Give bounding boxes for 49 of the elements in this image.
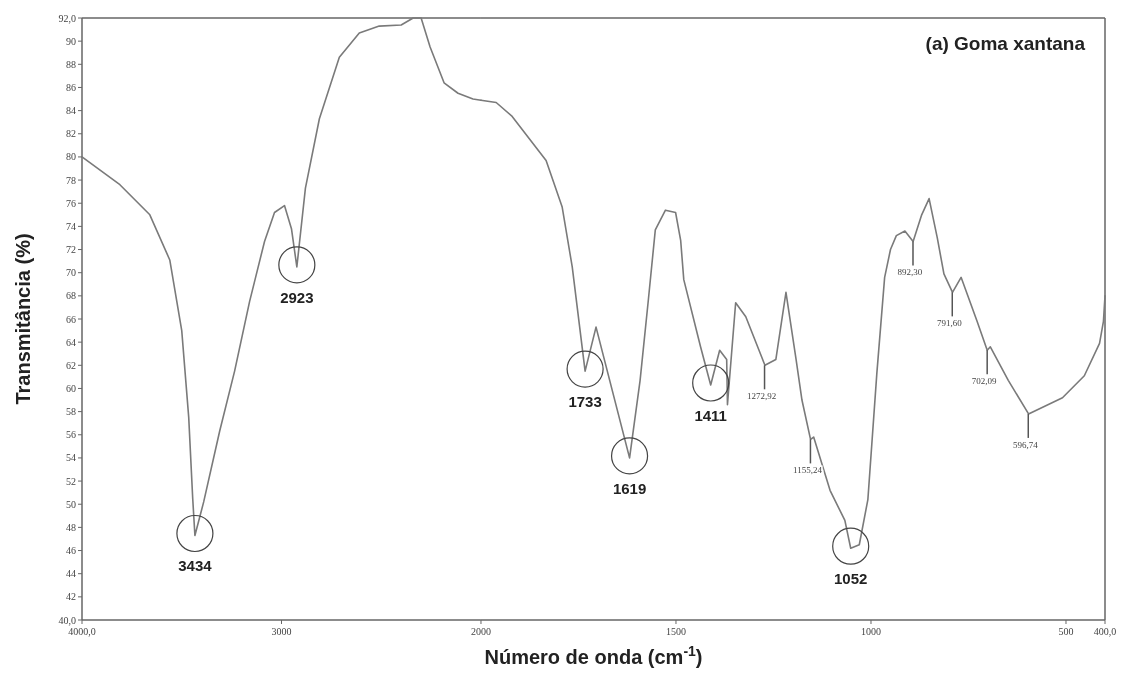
- annotation: 1155,24: [792, 465, 823, 476]
- y-axis-title: Transmitância (%): [12, 233, 34, 405]
- y-tick-label: 60: [66, 382, 76, 394]
- y-tick-label: 46: [66, 545, 76, 557]
- y-tick-label: 84: [66, 105, 76, 117]
- y-tick-label: 56: [66, 429, 76, 441]
- y-tick-label: 80: [66, 151, 76, 163]
- y-tick-label: 66: [66, 313, 76, 325]
- y-tick-label: 58: [66, 406, 76, 418]
- y-tick-label: 78: [66, 174, 76, 186]
- y-tick-label: 70: [66, 267, 76, 279]
- x-tick-label: 1500: [665, 626, 686, 637]
- annotation: 1272,92: [746, 391, 777, 402]
- y-tick-label: 68: [66, 290, 76, 302]
- y-tick-label: 50: [66, 498, 76, 510]
- y-tick-label: 54: [66, 452, 76, 464]
- x-tick-label: 500: [1058, 626, 1074, 637]
- x-tick-label: 4000,0: [68, 626, 96, 637]
- annotation: 1733: [568, 393, 602, 411]
- annotation: 1052: [834, 570, 868, 588]
- y-tick-label: 62: [66, 359, 76, 371]
- annotation: 791,60: [936, 318, 963, 329]
- text: (a) Goma xantana: [925, 33, 1086, 54]
- annotation: 1411: [694, 406, 727, 424]
- x-tick-label: 1000: [860, 626, 881, 637]
- y-tick-label: 42: [66, 591, 76, 603]
- x-tick-label: 400,0: [1093, 626, 1117, 637]
- y-tick-label: 48: [66, 521, 76, 533]
- y-tick-label: 40,0: [58, 614, 76, 626]
- y-tick-label: 44: [66, 568, 76, 580]
- x-tick-label: 3000: [271, 626, 292, 637]
- x-axis-title: Número de onda (cm$^{-1}$): [484, 643, 703, 668]
- y-tick-label: 74: [66, 220, 76, 232]
- y-tick-label: 88: [66, 58, 76, 70]
- y-tick-label: 82: [66, 128, 76, 140]
- annotation: 1619: [612, 479, 647, 497]
- annotation: 892,30: [897, 267, 923, 278]
- y-tick-label: 86: [66, 81, 76, 93]
- y-tick-label: 72: [66, 244, 76, 256]
- y-tick-label: 64: [66, 336, 76, 348]
- y-tick-label: 52: [66, 475, 76, 487]
- annotation: 596,74: [1012, 439, 1039, 450]
- x-tick-label: 2000: [470, 626, 491, 637]
- y-tick-label: 76: [66, 197, 76, 209]
- y-tick-label: 90: [66, 35, 76, 47]
- annotation: 702,09: [971, 376, 998, 387]
- y-tick-label: 92,0: [58, 12, 76, 24]
- annotation: 2923: [280, 288, 314, 306]
- annotation: 3434: [178, 557, 213, 575]
